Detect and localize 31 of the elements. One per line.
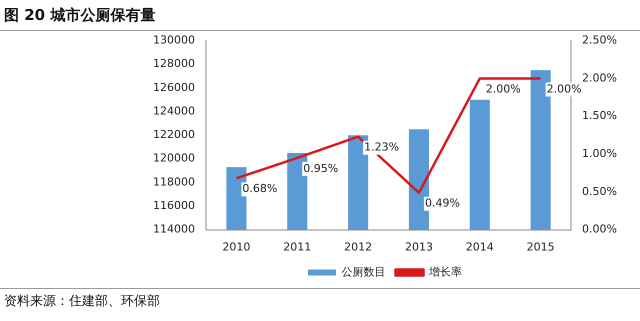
text: 图 20 城市公厕保有量 [0,0,640,31]
y2-tick-label: 2.50% [582,33,618,46]
y-tick-label: 122000 [152,128,195,142]
data-label: 1.23% [364,140,400,154]
y2-tick-label: 2.00% [582,71,618,84]
x-tick-label: 2010 [222,240,250,254]
y-tick-label: 130000 [152,33,195,46]
x-tick-label: 2013 [404,240,433,254]
y-tick-label: 126000 [152,80,195,94]
data-label: 2.00% [546,82,582,96]
y2-tick-label: 1.50% [582,109,618,122]
y-tick-label: 120000 [152,152,195,165]
y2-tick-label: 1.00% [582,146,618,160]
text: 资料来源：住建部、环保部 [0,288,640,313]
data-label: 0.68% [242,182,278,196]
y-tick-label: 116000 [152,199,195,212]
y2-tick-label: 0.50% [582,184,618,198]
x-tick-label: 2014 [466,240,494,254]
y2-tick-label: 0.00% [582,222,618,236]
y-tick-label: 118000 [152,175,195,188]
y-tick-label: 128000 [152,57,195,70]
x-tick-label: 2012 [344,240,372,254]
x-tick-label: 2015 [526,240,555,254]
y-tick-label: 124000 [152,104,195,118]
legend-label: 公厕数目 [342,265,386,278]
legend-label: 增长率 [428,265,462,278]
data-label: 0.95% [303,162,338,175]
data-label: 2.00% [486,82,521,96]
data-label: 0.49% [424,196,460,210]
y-tick-label: 114000 [152,222,195,236]
x-tick-label: 2011 [283,240,312,254]
